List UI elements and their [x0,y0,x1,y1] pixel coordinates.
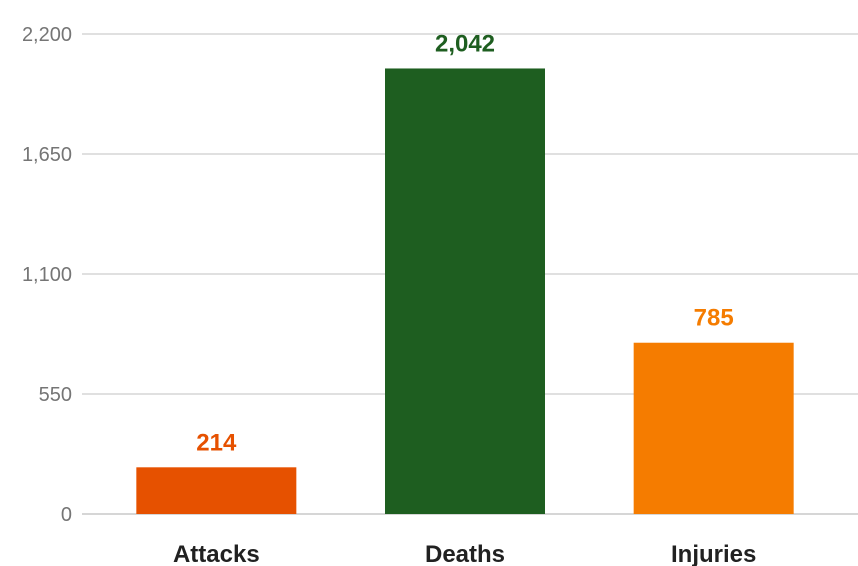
data-label-injuries: 785 [694,305,734,332]
bar-deaths [385,68,545,515]
data-labels: 214 2,042 785 [196,30,733,456]
x-tick-label-injuries: Injuries [671,541,756,566]
x-axis-tick-labels: Attacks Deaths Injuries [173,541,756,566]
y-tick-label: 2,200 [22,24,72,46]
y-axis-tick-labels: 0 550 1,100 1,650 2,200 [22,24,72,526]
y-tick-label: 1,650 [22,144,72,166]
data-label-attacks: 214 [196,429,237,456]
bars [136,68,794,515]
data-label-deaths: 2,042 [435,30,495,57]
bar-attacks [136,467,297,514]
y-tick-label: 1,100 [22,264,72,286]
y-tick-label: 0 [61,504,72,526]
bar-injuries [633,342,794,514]
x-tick-label-deaths: Deaths [425,541,505,566]
x-tick-label-attacks: Attacks [173,541,260,566]
y-tick-label: 550 [39,384,72,406]
